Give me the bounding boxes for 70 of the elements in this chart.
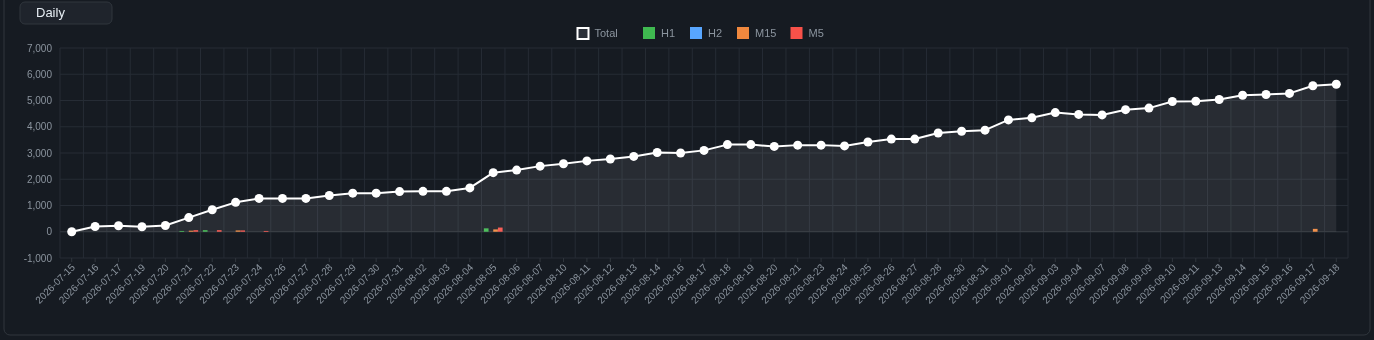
point <box>277 193 287 203</box>
point <box>840 141 850 151</box>
point <box>1191 96 1201 106</box>
point <box>1167 97 1177 107</box>
point <box>1331 79 1341 89</box>
y-tick-label: -1,000 <box>23 252 53 264</box>
y-tick-label: 0 <box>46 226 53 238</box>
point <box>371 188 381 198</box>
legend-label: M15 <box>755 26 777 39</box>
point <box>1050 108 1060 118</box>
point <box>629 151 639 161</box>
point <box>324 191 334 201</box>
point <box>1238 90 1248 100</box>
point <box>1261 89 1271 99</box>
point <box>1097 110 1107 120</box>
y-tick-label: 3,000 <box>26 147 53 159</box>
point <box>933 128 943 138</box>
point <box>769 141 779 151</box>
point <box>910 134 920 144</box>
y-tick-label: 1,000 <box>26 200 53 211</box>
legend-label: M5 <box>808 26 824 39</box>
point <box>699 145 709 155</box>
point <box>793 140 803 150</box>
point <box>1121 105 1131 115</box>
point <box>1027 113 1037 123</box>
point <box>207 205 217 215</box>
y-tick-label: 4,000 <box>26 121 53 133</box>
point <box>886 134 896 144</box>
point <box>254 193 264 203</box>
point <box>137 222 147 232</box>
point <box>1214 94 1224 104</box>
point <box>722 140 732 150</box>
point <box>957 126 967 136</box>
legend-label: Total <box>594 26 618 39</box>
point <box>535 161 545 171</box>
point <box>67 227 77 237</box>
point <box>1308 81 1318 91</box>
dropdown-button: Daily <box>19 1 113 25</box>
point <box>605 154 615 164</box>
y-tick-label: 6,000 <box>26 68 53 80</box>
point <box>746 140 756 150</box>
point <box>301 193 311 203</box>
point <box>114 221 124 231</box>
point <box>395 187 405 197</box>
point <box>418 186 428 196</box>
point <box>90 222 100 231</box>
point <box>1284 88 1294 98</box>
point <box>1074 109 1084 119</box>
point <box>488 168 498 178</box>
point <box>1144 103 1154 113</box>
point <box>980 125 990 135</box>
point <box>441 186 451 196</box>
y-tick-label: 5,000 <box>26 95 53 106</box>
point <box>558 159 568 169</box>
legend-label: H1 <box>661 26 676 39</box>
point <box>160 220 170 230</box>
point <box>465 183 475 193</box>
point <box>512 165 522 175</box>
legend-label: H2 <box>708 26 723 39</box>
point <box>816 140 826 150</box>
point <box>184 213 194 223</box>
point <box>348 188 358 198</box>
point <box>231 197 241 207</box>
point <box>652 147 662 157</box>
point <box>863 137 873 147</box>
point <box>1003 115 1013 125</box>
point <box>582 156 592 166</box>
point <box>676 148 686 158</box>
y-tick-label: 2,000 <box>26 173 53 185</box>
y-tick-label: 7,000 <box>26 42 53 54</box>
